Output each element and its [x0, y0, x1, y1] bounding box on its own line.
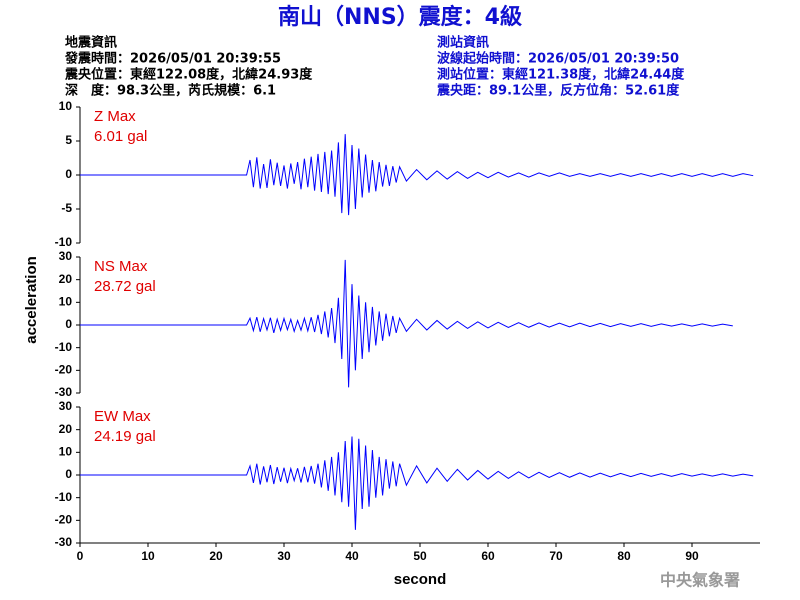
- waveform: [80, 436, 754, 530]
- y-tick-label: 10: [59, 445, 73, 459]
- y-tick-label: 20: [59, 422, 73, 436]
- y-tick-label: -10: [55, 235, 73, 249]
- station-line: 波線起始時間：2026/05/01 20:39:50: [437, 51, 679, 67]
- y-tick-label: 0: [65, 167, 72, 181]
- info-line: 深 度：98.3公里，芮氏規模：6.1: [65, 83, 276, 99]
- y-tick-label: 20: [59, 272, 73, 286]
- station-line: 測站資訊: [437, 35, 489, 51]
- y-tick-label: 10: [59, 99, 73, 113]
- x-tick-label: 90: [685, 549, 699, 563]
- y-tick-label: -10: [55, 490, 73, 504]
- x-tick-label: 30: [277, 549, 291, 563]
- max-annotation: EW Max: [94, 408, 151, 425]
- info-line: 震央位置：東經122.08度，北緯24.93度: [64, 67, 313, 83]
- max-annotation: 24.19 gal: [94, 428, 156, 445]
- x-tick-label: 70: [549, 549, 563, 563]
- y-tick-label: 30: [59, 249, 73, 263]
- y-tick-label: -20: [55, 363, 73, 377]
- max-annotation: Z Max: [94, 108, 136, 125]
- waveform: [80, 134, 754, 216]
- x-axis-label: second: [394, 571, 447, 588]
- info-line: 地震資訊: [65, 35, 117, 51]
- y-tick-label: 30: [59, 399, 73, 413]
- station-line: 震央距：89.1公里，反方位角：52.61度: [436, 83, 680, 99]
- y-tick-label: -10: [55, 340, 73, 354]
- chart-title: 南山（NNS）震度：4級: [278, 4, 522, 30]
- y-tick-label: 0: [65, 317, 72, 331]
- y-tick-label: 0: [65, 467, 72, 481]
- max-annotation: NS Max: [94, 258, 148, 275]
- watermark: 中央氣象署: [660, 571, 740, 590]
- y-tick-label: -5: [61, 201, 72, 215]
- y-axis-label: acceleration: [23, 256, 40, 344]
- x-tick-label: 10: [141, 549, 155, 563]
- x-tick-label: 20: [209, 549, 223, 563]
- max-annotation: 6.01 gal: [94, 128, 147, 145]
- y-tick-label: 10: [59, 295, 73, 309]
- x-tick-label: 0: [77, 549, 84, 563]
- info-line: 發震時間：2026/05/01 20:39:55: [64, 51, 281, 67]
- y-tick-label: -30: [55, 535, 73, 549]
- x-tick-label: 60: [481, 549, 495, 563]
- station-line: 測站位置：東經121.38度，北緯24.44度: [437, 67, 685, 83]
- y-tick-label: -20: [55, 513, 73, 527]
- x-tick-label: 80: [617, 549, 631, 563]
- y-tick-label: -30: [55, 385, 73, 399]
- max-annotation: 28.72 gal: [94, 278, 156, 295]
- waveform: [80, 259, 733, 388]
- x-tick-label: 50: [413, 549, 427, 563]
- y-tick-label: 5: [65, 133, 72, 147]
- x-tick-label: 40: [345, 549, 359, 563]
